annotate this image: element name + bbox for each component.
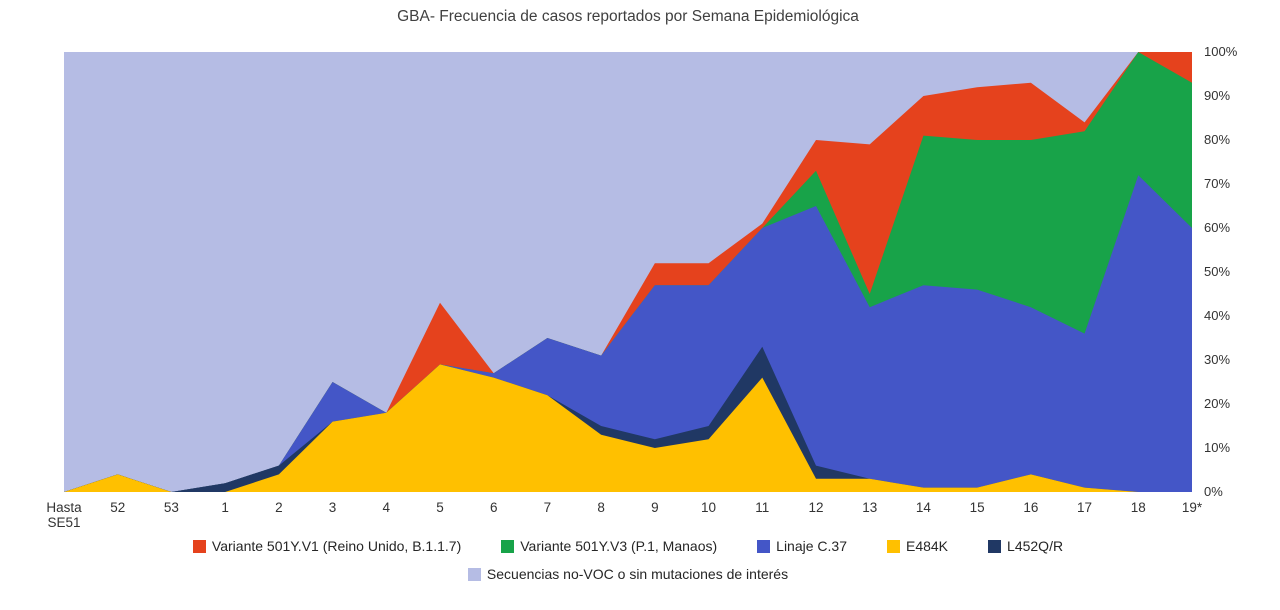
- x-tick-label: 16: [1023, 500, 1039, 515]
- x-tick-label: 10: [701, 500, 717, 515]
- legend-swatch-icon: [886, 539, 900, 553]
- legend-label: Variante 501Y.V3 (P.1, Manaos): [520, 538, 718, 554]
- x-tick-label: 19*: [1181, 500, 1203, 515]
- legend-item-variante-501y-v3-p-1-manaos: Variante 501Y.V3 (P.1, Manaos): [501, 538, 717, 554]
- y-tick-label: 40%: [1204, 308, 1231, 323]
- y-tick-label: 70%: [1204, 176, 1231, 191]
- legend-label: Secuencias no-VOC o sin mutaciones de in…: [486, 566, 789, 582]
- x-tick-label: 8: [597, 500, 605, 515]
- x-tick-label: 9: [651, 500, 659, 515]
- x-tick-label: 4: [382, 500, 391, 515]
- x-tick-label: 12: [808, 500, 824, 515]
- legend-swatch-icon: [757, 539, 771, 553]
- legend-label: Linaje C.37: [776, 538, 847, 554]
- legend-item-secuencias-no-voc-o-sin-mutaciones-de-inter-s: Secuencias no-VOC o sin mutaciones de in…: [467, 566, 789, 582]
- x-tick-label: 17: [1077, 500, 1093, 515]
- legend-swatch-icon: [192, 539, 206, 553]
- x-tick-label: 14: [915, 500, 931, 515]
- y-tick-label: 10%: [1204, 440, 1231, 455]
- x-tick-label: Hasta SE51: [46, 500, 82, 530]
- stacked-area-chart: [64, 52, 1192, 492]
- x-tick-label: 15: [969, 500, 985, 515]
- x-tick-label: 52: [110, 500, 126, 515]
- x-tick-label: 7: [543, 500, 552, 515]
- y-tick-label: 90%: [1204, 88, 1231, 103]
- x-tick-label: 3: [328, 500, 337, 515]
- legend-item-linaje-c-37: Linaje C.37: [757, 538, 847, 554]
- y-tick-label: 60%: [1204, 220, 1231, 235]
- x-tick-label: 53: [163, 500, 179, 515]
- chart-title: GBA- Frecuencia de casos reportados por …: [397, 8, 859, 25]
- x-tick-label: 13: [862, 500, 878, 515]
- legend-item-variante-501y-v1-reino-unido-b-1-1-7: Variante 501Y.V1 (Reino Unido, B.1.1.7): [192, 538, 462, 554]
- x-tick-label: 18: [1130, 500, 1146, 515]
- x-tick-label: 5: [436, 500, 444, 515]
- x-tick-label: 11: [755, 500, 770, 515]
- legend-swatch-icon: [501, 539, 515, 553]
- x-tick-label: 6: [489, 500, 498, 515]
- y-tick-label: 80%: [1204, 132, 1231, 147]
- y-tick-label: 100%: [1204, 44, 1238, 59]
- legend-label: L452Q/R: [1007, 538, 1064, 554]
- y-tick-label: 20%: [1204, 396, 1231, 411]
- x-tick-label: 2: [275, 500, 283, 515]
- y-tick-label: 0%: [1204, 484, 1223, 499]
- area-e484k: [64, 364, 1192, 492]
- legend-item-l452q-r: L452Q/R: [988, 538, 1063, 554]
- legend-label: Variante 501Y.V1 (Reino Unido, B.1.1.7): [211, 538, 462, 554]
- legend-swatch-icon: [988, 539, 1002, 553]
- y-tick-label: 30%: [1204, 352, 1231, 367]
- legend-label: E484K: [905, 538, 949, 554]
- plot-area: [64, 52, 1192, 492]
- area-linaje-c-37: [64, 175, 1192, 492]
- legend-row-2: Secuencias no-VOC o sin mutaciones de in…: [0, 566, 1256, 582]
- legend-swatch-icon: [467, 567, 481, 581]
- x-tick-label: 1: [221, 500, 229, 515]
- legend-item-e484k: E484K: [886, 538, 949, 554]
- y-tick-label: 50%: [1204, 264, 1231, 279]
- legend-row-1: Variante 501Y.V1 (Reino Unido, B.1.1.7) V…: [0, 538, 1256, 554]
